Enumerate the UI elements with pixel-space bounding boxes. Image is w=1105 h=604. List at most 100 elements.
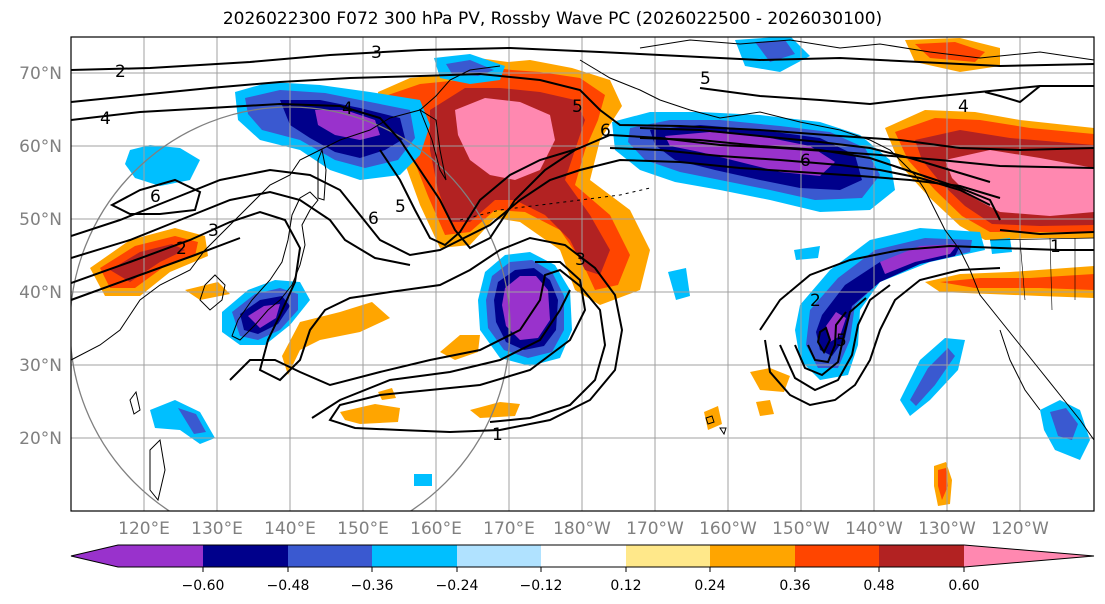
negative-anomaly-mexico-core bbox=[1050, 408, 1078, 440]
contour-label: 3 bbox=[575, 250, 586, 270]
negative-anomaly-japan-peak bbox=[248, 304, 280, 328]
contour-label: 4 bbox=[342, 99, 353, 119]
colorbar: −0.60 −0.48 −0.36 −0.24 −0.12 0.12 0.24 … bbox=[70, 544, 1095, 594]
coast-alaska bbox=[579, 59, 1094, 441]
contour-line-4 bbox=[71, 158, 1001, 257]
colorbar-tick-label: −0.48 bbox=[267, 578, 310, 594]
colorbar-outline bbox=[70, 544, 1095, 568]
contour-line-6 bbox=[71, 210, 624, 434]
lat-label: 50°N bbox=[19, 210, 62, 230]
contour-line-9 bbox=[311, 289, 571, 419]
contour-line-19 bbox=[379, 147, 581, 247]
contour-line-2 bbox=[71, 72, 1094, 152]
coast-korea bbox=[199, 274, 226, 311]
lat-label: 30°N bbox=[19, 356, 62, 376]
negative-anomaly-cutoff-low-peak bbox=[880, 244, 958, 274]
positive-anomaly-small-east bbox=[756, 400, 774, 416]
latitude-labels: 70°N 60°N 50°N 40°N 30°N 20°N bbox=[19, 64, 62, 449]
lon-label: 130°W bbox=[918, 519, 976, 539]
colorbar-swatch bbox=[288, 545, 372, 567]
positive-anomaly-subtropical-2 bbox=[470, 402, 520, 418]
contour-line-21 bbox=[984, 85, 1041, 104]
coast-east-asia bbox=[71, 65, 501, 361]
colorbar-tick-label: −0.60 bbox=[182, 578, 225, 594]
negative-anomaly-small-d bbox=[990, 238, 1012, 254]
negative-anomaly-cutoff-low-mid bbox=[806, 238, 972, 368]
negative-anomaly-north-edge-core bbox=[446, 60, 494, 76]
lon-label: 160°W bbox=[699, 519, 757, 539]
contour-line-11 bbox=[759, 244, 1094, 331]
coast-baja bbox=[999, 329, 1041, 411]
colorbar-swatch bbox=[541, 545, 626, 567]
colorbar-tick-label: 0.24 bbox=[694, 578, 725, 594]
contour-label: 6 bbox=[150, 187, 161, 207]
positive-anomaly-california-core bbox=[940, 274, 1094, 290]
colorbar-labels: −0.60 −0.48 −0.36 −0.24 −0.12 0.12 0.24 … bbox=[182, 578, 980, 594]
colorbar-swatch bbox=[795, 545, 879, 567]
positive-anomaly-sea-of-japan-peak bbox=[110, 244, 185, 282]
pv-contours bbox=[71, 46, 1094, 434]
lat-label: 20°N bbox=[19, 429, 62, 449]
coast-kamchatka bbox=[418, 108, 447, 181]
colorbar-swatch bbox=[118, 545, 203, 567]
contour-line-1 bbox=[71, 46, 1094, 71]
colorbar-tick-label: 0.36 bbox=[779, 578, 810, 594]
coast-japan bbox=[231, 191, 319, 341]
lon-label: 140°W bbox=[845, 519, 903, 539]
map-frame bbox=[70, 36, 1095, 512]
colorbar-swatch bbox=[372, 545, 457, 567]
border-us-canada bbox=[989, 237, 1094, 241]
contour-line-3 bbox=[71, 102, 1094, 250]
contour-label: 6 bbox=[368, 209, 379, 229]
positive-anomaly-south-of-low bbox=[750, 368, 790, 392]
negative-anomaly-philippine-sea-core bbox=[178, 408, 206, 434]
contour-line-12 bbox=[764, 267, 1001, 407]
lat-label: 40°N bbox=[19, 283, 62, 303]
colorbar-swatch bbox=[626, 545, 710, 567]
contour-label: 3 bbox=[371, 43, 382, 63]
colorbar-tick-label: −0.24 bbox=[436, 578, 479, 594]
lon-label: 140°E bbox=[264, 519, 316, 539]
negative-anomaly-arctic-west-core bbox=[755, 40, 795, 62]
lon-label: 130°E bbox=[191, 519, 243, 539]
contour-label: 2 bbox=[810, 291, 821, 311]
negative-anomaly-east-1-core bbox=[910, 348, 955, 406]
contour-label: 4 bbox=[100, 109, 111, 129]
colorbar-tick-label: 0.60 bbox=[948, 578, 979, 594]
coast-hawaii bbox=[705, 415, 727, 436]
colorbar-swatch bbox=[879, 545, 964, 567]
contour-line-20 bbox=[609, 147, 991, 206]
positive-anomaly-baja-core bbox=[938, 468, 948, 500]
coast-philippines bbox=[149, 438, 166, 502]
contour-line-7 bbox=[71, 237, 241, 301]
lon-label: 120°E bbox=[118, 519, 170, 539]
longitude-labels: 120°E 130°E 140°E 150°E 160°E 170°E 180°… bbox=[118, 519, 1049, 539]
contour-label: 6 bbox=[800, 151, 811, 171]
contour-label: 1 bbox=[1050, 237, 1061, 257]
coast-taiwan bbox=[129, 390, 141, 415]
contour-line-14 bbox=[794, 297, 867, 377]
colorbar-tick-label: 0.12 bbox=[610, 578, 641, 594]
colorbar-tick-label: 0.48 bbox=[863, 578, 894, 594]
contour-line-15 bbox=[807, 311, 847, 364]
positive-anomaly-subtropical-1 bbox=[340, 404, 400, 424]
lat-label: 60°N bbox=[19, 137, 62, 157]
contour-label: 5 bbox=[836, 331, 847, 351]
contour-line-13 bbox=[779, 284, 891, 392]
colorbar-swatch bbox=[203, 545, 288, 567]
contour-line-8 bbox=[229, 268, 607, 423]
positive-anomaly-central-pacific-peak bbox=[455, 98, 555, 180]
negative-anomaly-small-c bbox=[414, 474, 432, 486]
coast-arctic bbox=[639, 39, 1094, 61]
contour-label: 4 bbox=[958, 97, 969, 117]
contour-label: 5 bbox=[395, 197, 406, 217]
contour-label: 2 bbox=[115, 62, 126, 82]
lon-label: 180°W bbox=[553, 519, 611, 539]
lon-label: 170°E bbox=[483, 519, 535, 539]
map-title: 2026022300 F072 300 hPa PV, Rossby Wave … bbox=[222, 9, 883, 29]
lon-label: 160°E bbox=[410, 519, 462, 539]
colorbar-tick-label: −0.12 bbox=[520, 578, 563, 594]
coastlines bbox=[71, 39, 1094, 502]
contour-line-23 bbox=[999, 229, 1094, 236]
